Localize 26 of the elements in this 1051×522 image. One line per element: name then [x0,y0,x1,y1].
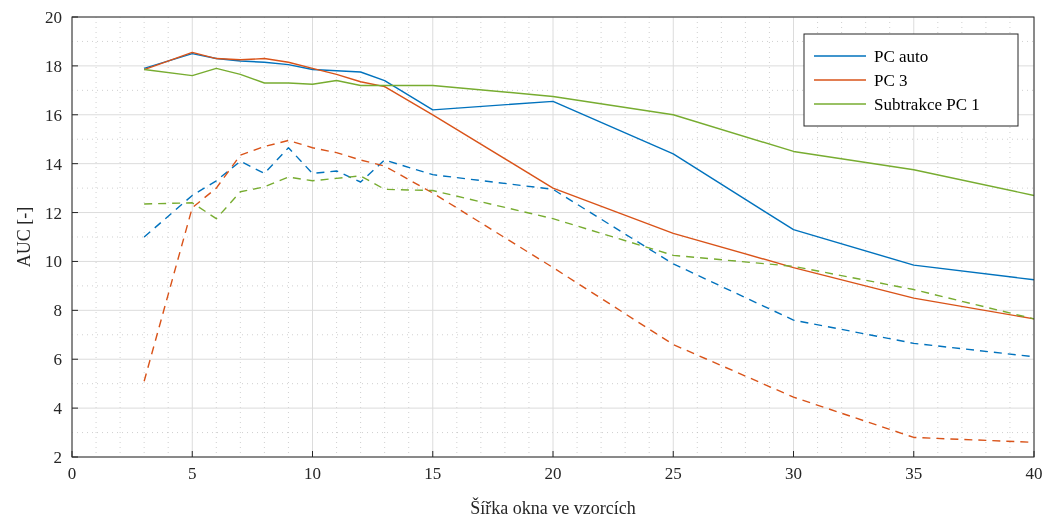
line-series [143,175,1035,320]
x-tick-label: 15 [424,464,442,483]
y-tick-label: 6 [53,350,62,370]
y-tick-label: 18 [45,56,62,76]
legend-label: PC auto [874,47,929,66]
x-tick-label: 0 [67,464,77,483]
x-tick-label: 30 [785,464,802,483]
y-tick-label: 16 [45,105,62,125]
y-tick-label: 20 [45,8,62,27]
x-tick-label: 5 [188,464,197,483]
y-tick-label: 8 [53,301,62,321]
y-tick-label: 4 [53,399,63,419]
x-axis-title: Šířka okna ve vzorcích [470,497,636,518]
y-tick-label: 12 [45,203,62,223]
y-tick-label: 14 [45,154,63,174]
y-axis-title: AUC [-] [14,206,34,268]
legend-label: PC 3 [874,71,908,90]
x-tick-label: 40 [1025,464,1043,483]
line-series [143,67,1035,197]
x-tick-label: 10 [304,464,321,483]
y-tick-label: 10 [45,252,62,272]
x-tick-label: 20 [544,464,562,483]
x-tick-label: 35 [905,464,923,483]
y-tick-label: 2 [53,448,62,467]
legend-label: Subtrakce PC 1 [874,95,980,114]
x-tick-label: 25 [664,464,682,483]
